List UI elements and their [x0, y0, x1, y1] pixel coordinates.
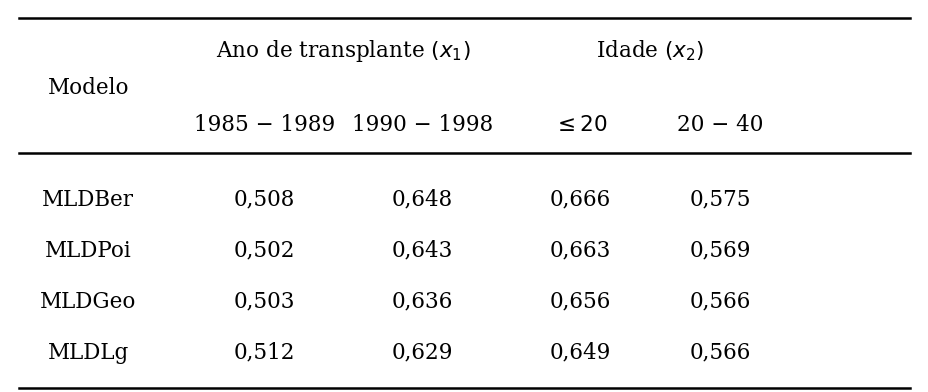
Text: 0,512: 0,512 [234, 342, 295, 364]
Text: 1985 − 1989: 1985 − 1989 [194, 114, 335, 136]
Text: 0,502: 0,502 [234, 240, 295, 262]
Text: 0,566: 0,566 [689, 291, 750, 313]
Text: $\leq 20$: $\leq 20$ [553, 114, 607, 136]
Text: 0,663: 0,663 [549, 240, 611, 262]
Text: 0,569: 0,569 [689, 240, 750, 262]
Text: Idade $(x_2)$: Idade $(x_2)$ [596, 39, 703, 63]
Text: 0,636: 0,636 [392, 291, 453, 313]
Text: 0,643: 0,643 [392, 240, 453, 262]
Text: Ano de transplante $(x_1)$: Ano de transplante $(x_1)$ [216, 38, 470, 64]
Text: 0,648: 0,648 [392, 189, 453, 211]
Text: 0,575: 0,575 [689, 189, 750, 211]
Text: 0,508: 0,508 [234, 189, 295, 211]
Text: 0,503: 0,503 [234, 291, 295, 313]
Text: 20 − 40: 20 − 40 [677, 114, 762, 136]
Text: MLDBer: MLDBer [42, 189, 135, 211]
Text: 0,649: 0,649 [549, 342, 611, 364]
Text: Modelo: Modelo [47, 77, 129, 99]
Text: MLDLg: MLDLg [47, 342, 129, 364]
Text: 0,629: 0,629 [392, 342, 453, 364]
Text: 0,566: 0,566 [689, 342, 750, 364]
Text: 0,666: 0,666 [549, 189, 611, 211]
Text: 0,656: 0,656 [549, 291, 611, 313]
Text: MLDGeo: MLDGeo [40, 291, 136, 313]
Text: MLDPoi: MLDPoi [45, 240, 132, 262]
Text: 1990 − 1998: 1990 − 1998 [352, 114, 493, 136]
